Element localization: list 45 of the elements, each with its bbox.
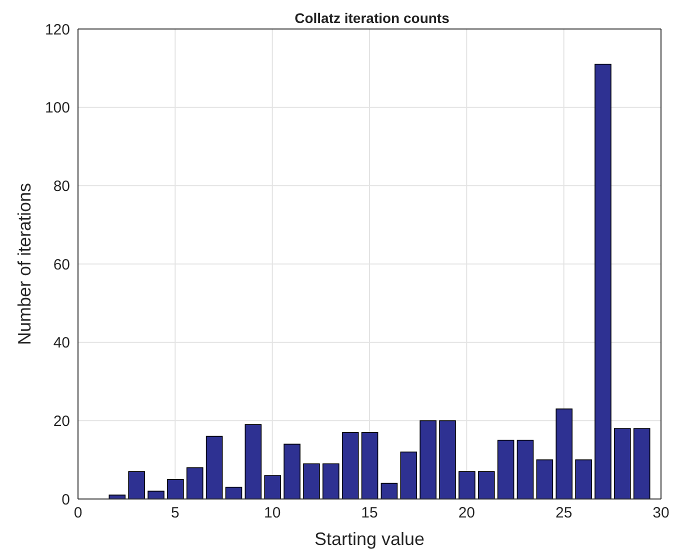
- bar: [244, 424, 262, 499]
- bar: [439, 420, 456, 499]
- bar: [633, 428, 650, 499]
- y-tick-label: 60: [53, 256, 70, 274]
- bar: [108, 494, 126, 499]
- x-tick-label: 25: [555, 504, 572, 522]
- y-axis-title: Number of iterations: [14, 182, 34, 346]
- x-tick-label: 10: [264, 504, 281, 522]
- y-tick-label: 40: [53, 334, 70, 352]
- bar: [361, 432, 378, 499]
- bar: [614, 428, 631, 499]
- bar: [128, 471, 145, 499]
- bar: [284, 444, 300, 499]
- x-tick-label: 0: [74, 504, 82, 522]
- bar: [322, 463, 340, 499]
- bar: [420, 420, 436, 499]
- bar: [497, 440, 514, 499]
- bar: [264, 475, 282, 499]
- x-tick-label: 20: [458, 504, 476, 522]
- bar: [380, 482, 398, 499]
- y-tick-label: 100: [44, 100, 70, 117]
- bar: [575, 459, 592, 499]
- bar: [594, 64, 612, 499]
- bar: [303, 463, 320, 499]
- bar: [400, 452, 418, 499]
- y-tick-label: 120: [44, 21, 70, 38]
- y-tick-label: 20: [53, 412, 70, 430]
- bar: [556, 408, 573, 499]
- bar: [458, 471, 476, 499]
- bar: [516, 440, 534, 499]
- bar: [167, 479, 184, 499]
- x-tick-label: 30: [652, 504, 670, 522]
- y-tick-label: 0: [62, 491, 70, 508]
- bar: [186, 467, 204, 499]
- bar: [536, 459, 554, 499]
- x-tick-label: 5: [170, 504, 180, 522]
- bar: [206, 436, 223, 499]
- bar: [342, 432, 359, 499]
- chart-title: Collatz iteration counts: [294, 10, 450, 26]
- x-axis-title: Starting value: [314, 529, 425, 549]
- x-tick-label: 15: [361, 504, 378, 522]
- bar: [225, 486, 242, 499]
- bar: [478, 471, 495, 499]
- y-tick-label: 80: [53, 178, 70, 195]
- bar: [148, 490, 164, 499]
